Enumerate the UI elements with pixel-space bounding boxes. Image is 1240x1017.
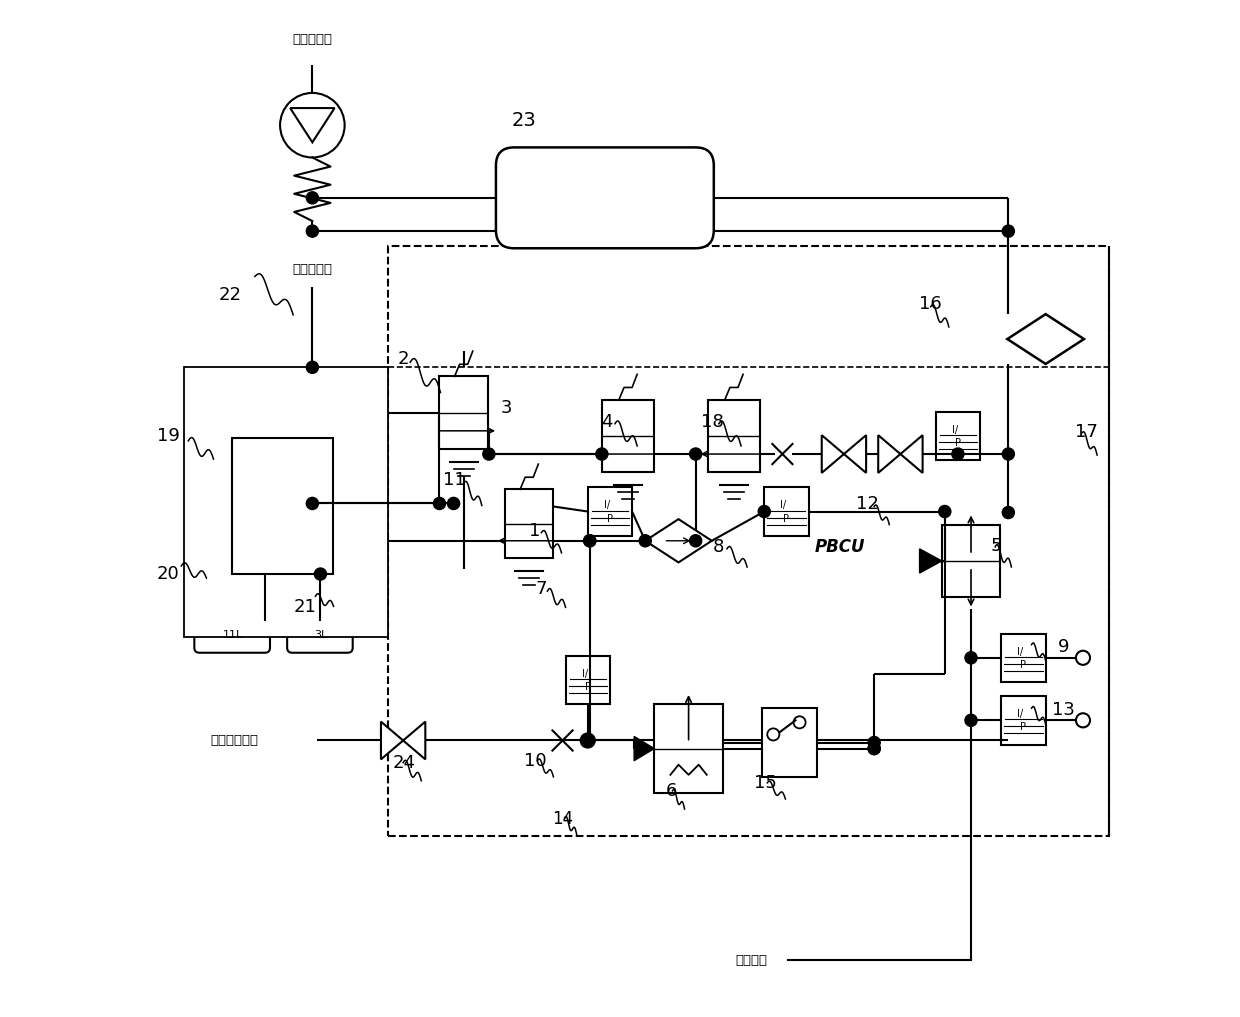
Circle shape bbox=[689, 535, 702, 547]
Text: 13: 13 bbox=[1053, 702, 1075, 719]
Circle shape bbox=[582, 734, 594, 746]
Text: 24: 24 bbox=[393, 754, 415, 772]
Text: 来自列车管: 来自列车管 bbox=[293, 263, 332, 276]
Polygon shape bbox=[634, 736, 655, 761]
Text: 10: 10 bbox=[525, 752, 547, 770]
Polygon shape bbox=[822, 435, 844, 473]
Bar bbox=[655, 704, 723, 793]
Bar bbox=[708, 400, 760, 472]
Text: P: P bbox=[955, 438, 961, 447]
Text: 20: 20 bbox=[156, 565, 180, 583]
Text: I/: I/ bbox=[582, 669, 588, 679]
Bar bbox=[565, 656, 610, 704]
Text: P: P bbox=[585, 682, 590, 692]
Circle shape bbox=[868, 742, 880, 755]
Text: 5: 5 bbox=[991, 537, 1002, 555]
Text: 8: 8 bbox=[713, 538, 724, 556]
Bar bbox=[601, 400, 655, 472]
Text: 6: 6 bbox=[666, 782, 677, 800]
Text: I/: I/ bbox=[780, 500, 786, 511]
Text: 来自总风管: 来自总风管 bbox=[293, 33, 332, 46]
Text: 15: 15 bbox=[754, 774, 776, 792]
Circle shape bbox=[939, 505, 951, 518]
Bar bbox=[439, 376, 487, 448]
Bar bbox=[764, 487, 808, 536]
Circle shape bbox=[868, 736, 880, 749]
Text: 11L: 11L bbox=[222, 630, 243, 640]
Text: P: P bbox=[606, 514, 613, 524]
Circle shape bbox=[965, 652, 977, 664]
Text: 22: 22 bbox=[218, 286, 241, 304]
Text: P: P bbox=[784, 514, 790, 524]
Circle shape bbox=[306, 497, 319, 510]
Bar bbox=[588, 487, 632, 536]
Polygon shape bbox=[381, 722, 403, 760]
Text: 4: 4 bbox=[601, 413, 613, 431]
Circle shape bbox=[448, 497, 460, 510]
Text: 17: 17 bbox=[1075, 423, 1097, 440]
Bar bbox=[185, 367, 388, 637]
Text: I/: I/ bbox=[604, 500, 610, 511]
FancyBboxPatch shape bbox=[496, 147, 714, 248]
Text: 21: 21 bbox=[294, 598, 316, 616]
Text: 2: 2 bbox=[397, 350, 409, 368]
Bar bbox=[505, 489, 553, 558]
Circle shape bbox=[689, 447, 702, 460]
Text: 12: 12 bbox=[856, 495, 879, 514]
Circle shape bbox=[965, 714, 977, 726]
Text: 来自空气弹簧: 来自空气弹簧 bbox=[211, 734, 259, 747]
Polygon shape bbox=[844, 435, 866, 473]
Circle shape bbox=[1002, 506, 1014, 519]
Circle shape bbox=[952, 447, 963, 460]
Text: 去制动器: 去制动器 bbox=[735, 954, 768, 967]
Bar bbox=[388, 246, 1110, 836]
Circle shape bbox=[868, 742, 880, 755]
Bar bbox=[1001, 696, 1045, 744]
Text: 3: 3 bbox=[500, 399, 512, 417]
Circle shape bbox=[584, 535, 595, 547]
Bar bbox=[761, 708, 817, 777]
Text: I/: I/ bbox=[1017, 709, 1023, 719]
Text: 18: 18 bbox=[702, 413, 724, 431]
Bar bbox=[941, 525, 1001, 597]
Text: I/: I/ bbox=[1017, 647, 1023, 657]
Text: 14: 14 bbox=[552, 811, 573, 828]
Text: P: P bbox=[1021, 660, 1027, 670]
Circle shape bbox=[639, 535, 651, 547]
Circle shape bbox=[306, 192, 319, 203]
Polygon shape bbox=[900, 435, 923, 473]
FancyBboxPatch shape bbox=[195, 616, 270, 653]
Text: 1: 1 bbox=[528, 522, 539, 540]
Circle shape bbox=[595, 447, 608, 460]
Polygon shape bbox=[645, 519, 712, 562]
Text: 3L: 3L bbox=[314, 630, 327, 640]
FancyBboxPatch shape bbox=[288, 616, 352, 653]
Circle shape bbox=[434, 497, 445, 510]
Polygon shape bbox=[920, 549, 941, 573]
Polygon shape bbox=[403, 722, 425, 760]
Circle shape bbox=[482, 447, 495, 460]
Text: 23: 23 bbox=[512, 111, 537, 129]
Circle shape bbox=[758, 505, 770, 518]
Circle shape bbox=[306, 361, 319, 373]
Circle shape bbox=[306, 225, 319, 237]
Bar bbox=[1001, 634, 1045, 682]
Circle shape bbox=[1002, 225, 1014, 237]
Text: PBCU: PBCU bbox=[815, 538, 866, 556]
Text: 9: 9 bbox=[1058, 638, 1070, 656]
Circle shape bbox=[315, 569, 326, 580]
Circle shape bbox=[1002, 447, 1014, 460]
Text: 7: 7 bbox=[536, 580, 547, 598]
Circle shape bbox=[584, 535, 595, 547]
Text: 19: 19 bbox=[156, 427, 180, 444]
Bar bbox=[232, 438, 332, 574]
Polygon shape bbox=[878, 435, 900, 473]
Text: 16: 16 bbox=[919, 295, 942, 313]
Text: I/: I/ bbox=[952, 425, 959, 435]
Text: 11: 11 bbox=[443, 471, 466, 489]
Bar bbox=[936, 412, 980, 460]
Text: P: P bbox=[1021, 722, 1027, 732]
